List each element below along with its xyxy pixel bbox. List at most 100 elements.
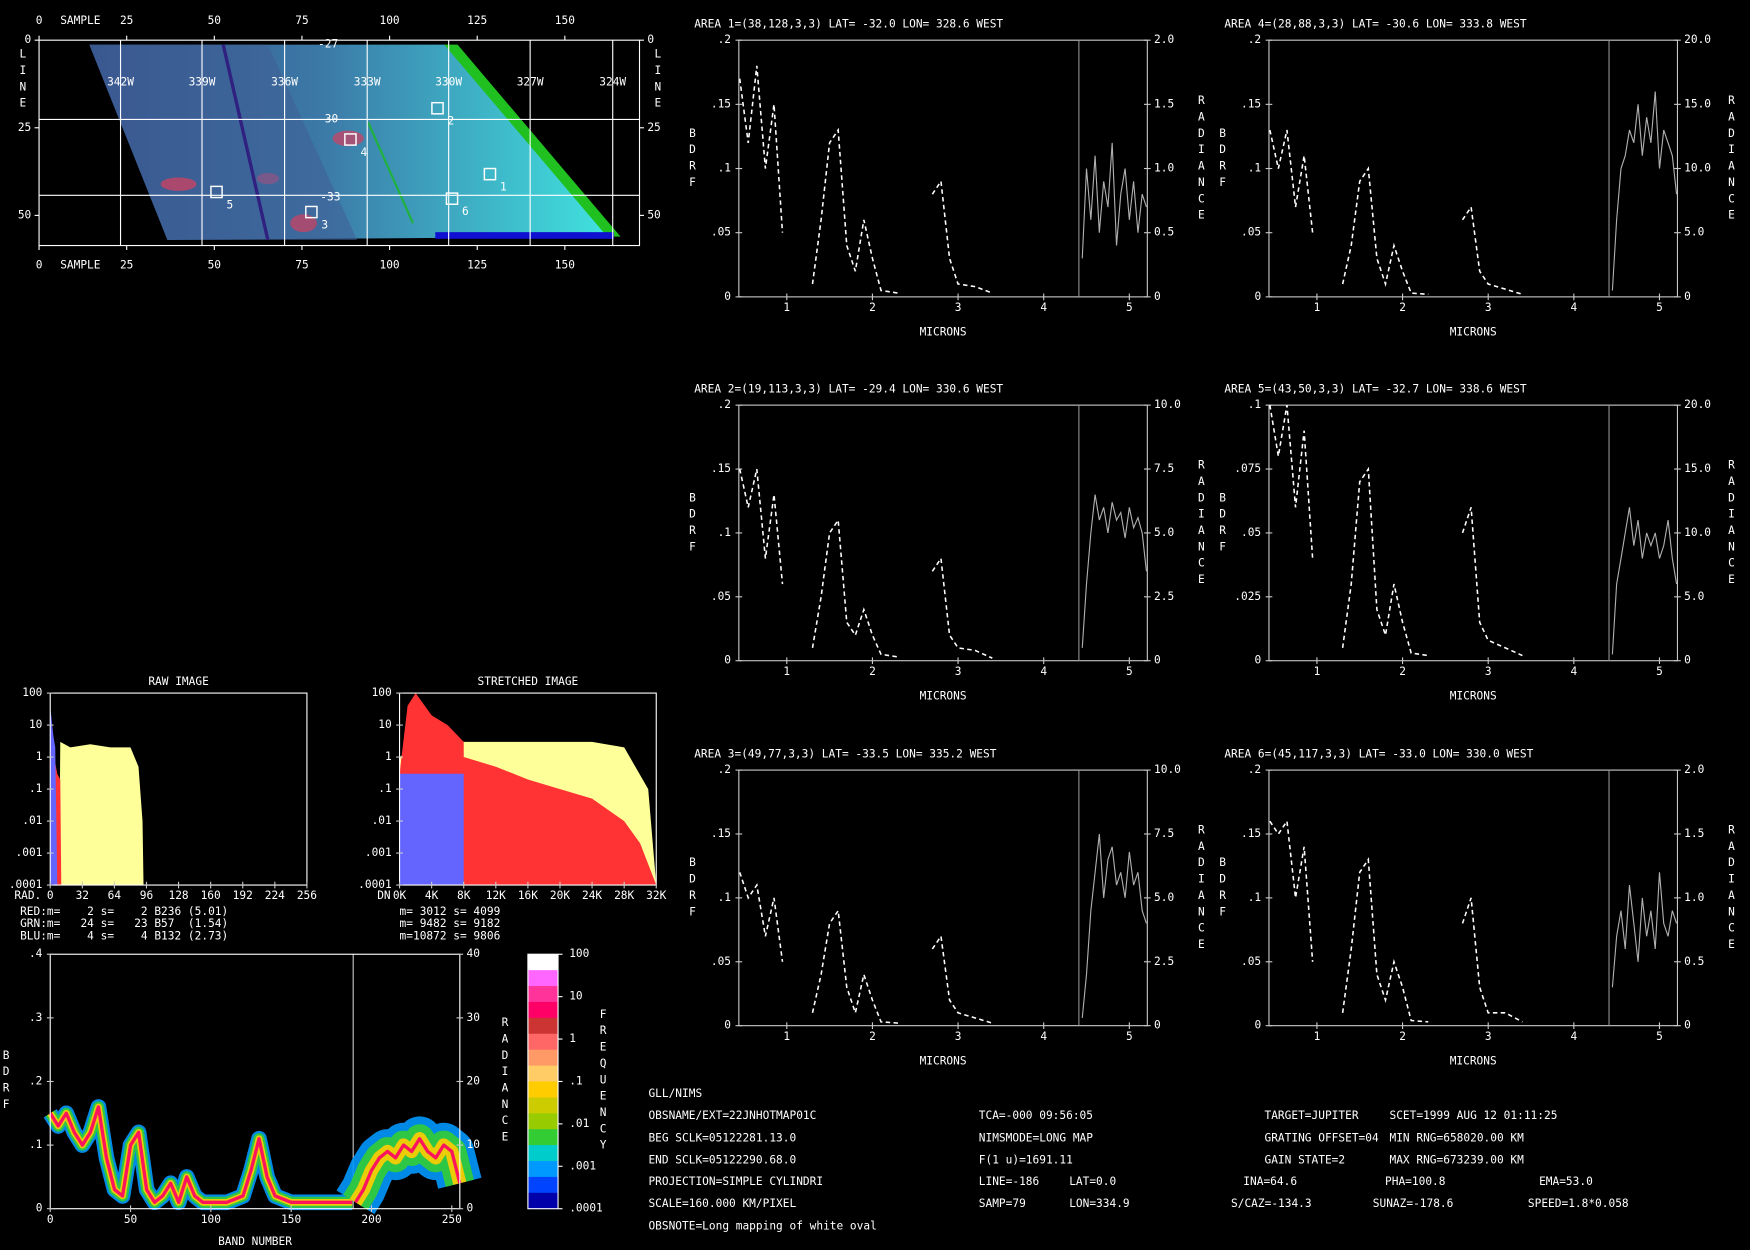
- x-tick-label: 3: [955, 1030, 962, 1043]
- x-tick-label: 2: [869, 665, 876, 678]
- sample-axis-title: SAMPLE: [60, 259, 100, 272]
- y2-axis-title: RADIANCE: [1195, 824, 1208, 955]
- sample-tick-label: 100: [380, 259, 400, 272]
- y2-tick-label: 20.0: [1684, 33, 1711, 46]
- colorbar-swatch: [527, 1017, 559, 1035]
- y-tick-label: 100: [22, 686, 42, 699]
- info-text: TCA=-000 09:56:05: [979, 1109, 1093, 1122]
- info-text: SAMP=79: [979, 1197, 1026, 1210]
- x-tick-label: 192: [233, 889, 253, 902]
- y2-tick-label: 2.0: [1684, 763, 1704, 776]
- x-tick-label: 5: [1126, 301, 1133, 314]
- map-streak: [221, 44, 270, 241]
- y-tick-label: .15: [711, 97, 731, 110]
- area-box: [431, 101, 444, 115]
- y2-axis-title: RADIANCE: [1725, 459, 1738, 590]
- radiance-line: [1611, 872, 1678, 988]
- radiance-line: [1611, 507, 1678, 655]
- lon-label: 327W: [517, 76, 544, 89]
- radiance-line: [1611, 91, 1678, 291]
- channel-stats: m= 2 s= 2 B236 (5.01): [47, 905, 228, 918]
- y-tick-label: .15: [1241, 97, 1261, 110]
- x-tick-label: 4: [1570, 301, 1577, 314]
- colorbar-swatch: [527, 1145, 559, 1162]
- colorbar-swatch: [527, 1001, 559, 1019]
- info-text: OBSNAME/EXT=22JNHOTMAP01C: [648, 1109, 816, 1122]
- x-tick-label: 4: [1040, 665, 1047, 678]
- colorbar-swatch: [527, 1097, 559, 1114]
- line-tick-label: 25: [647, 121, 660, 134]
- line-axis-title: LINE: [651, 48, 664, 113]
- y2-tick-label: 7.5: [1154, 827, 1174, 840]
- line-axis-title: LINE: [16, 48, 29, 113]
- info-text: TARGET=JUPITER: [1265, 1109, 1359, 1122]
- y2-tick-label: 1.5: [1684, 827, 1704, 840]
- y2-axis-title: RADIANCE: [498, 1016, 511, 1147]
- line-tick-label: 50: [18, 208, 31, 221]
- x-tick-label: 0K: [393, 889, 407, 902]
- x-tick-label: 2: [1399, 301, 1406, 314]
- map-feature: [290, 214, 317, 233]
- colorbar-swatch: [527, 954, 559, 971]
- y-tick-label: 1: [385, 750, 392, 763]
- y2-tick-label: 2.0: [1154, 33, 1174, 46]
- y2-tick-label: 30: [467, 1011, 480, 1024]
- y-tick-label: .4: [29, 947, 43, 960]
- info-text: F(1 u)=1691.11: [979, 1154, 1073, 1167]
- colorbar-swatch: [527, 1049, 559, 1067]
- radiance-line: [1081, 833, 1147, 1019]
- y-tick-label: .01: [22, 814, 42, 827]
- y-tick-label: .15: [711, 462, 731, 475]
- x-tick-label: 96: [140, 889, 153, 902]
- info-text: LAT=0.0: [1069, 1175, 1116, 1188]
- info-text: LON=334.9: [1069, 1197, 1129, 1210]
- area-title: AREA 4=(28,88,3,3) LAT= -30.6 LON= 333.8…: [1224, 18, 1527, 31]
- info-text: SCALE=160.000 KM/PIXEL: [648, 1197, 796, 1210]
- y2-axis-title: RADIANCE: [1195, 459, 1208, 590]
- y2-tick-label: 0.5: [1154, 226, 1174, 239]
- y2-tick-label: 10.0: [1684, 526, 1711, 539]
- sample-tick-label: 25: [120, 259, 133, 272]
- colorbar-title: FREQUENCY: [597, 1008, 610, 1155]
- y-tick-label: .1: [378, 782, 391, 795]
- y2-tick-label: 0: [1154, 290, 1161, 303]
- x-tick-label: 100: [201, 1213, 221, 1226]
- colorbar-tick-label: .001: [569, 1159, 596, 1172]
- y2-tick-label: 1.0: [1684, 891, 1704, 904]
- y-axis-title: BDRF: [686, 856, 699, 921]
- plot-frame: [1268, 769, 1679, 1027]
- area-title: AREA 3=(49,77,3,3) LAT= -33.5 LON= 335.2…: [694, 747, 997, 760]
- histogram-area: [399, 773, 657, 886]
- x-tick-label: 224: [265, 889, 285, 902]
- y-axis-title: BDRF: [686, 127, 699, 192]
- y2-tick-label: 10: [467, 1138, 480, 1151]
- y-tick-label: 0: [1254, 1019, 1261, 1032]
- info-text: LINE=-186: [979, 1175, 1039, 1188]
- colorbar-tick-label: 100: [569, 947, 589, 960]
- x-axis-title: MICRONS: [1450, 326, 1497, 339]
- y2-tick-label: 20.0: [1684, 398, 1711, 411]
- y2-tick-label: 2.5: [1154, 955, 1174, 968]
- info-text: GRATING OFFSET=04: [1265, 1131, 1379, 1144]
- y-tick-label: .15: [1241, 827, 1261, 840]
- y-tick-label: .2: [718, 398, 731, 411]
- y-tick-label: .0001: [358, 878, 392, 891]
- area-label: 4: [360, 146, 367, 159]
- colorbar-tick-label: .01: [569, 1117, 589, 1130]
- lat-label: -33: [320, 191, 340, 204]
- x-tick-label: 32K: [646, 889, 666, 902]
- y-tick-label: .0001: [9, 878, 43, 891]
- area-title: AREA 5=(43,50,3,3) LAT= -32.7 LON= 338.6…: [1224, 383, 1527, 396]
- info-text: NIMSMODE=LONG MAP: [979, 1131, 1093, 1144]
- x-tick-label: 28K: [614, 889, 634, 902]
- x-tick-label: 3: [1485, 1030, 1492, 1043]
- area-label: 5: [227, 198, 234, 211]
- x-tick-label: 2: [869, 1030, 876, 1043]
- y-tick-label: .025: [1234, 590, 1261, 603]
- x-tick-label: 5: [1126, 1030, 1133, 1043]
- sample-tick-label: 0: [36, 14, 43, 27]
- lat-label: -30: [318, 112, 338, 125]
- x-tick-label: 2: [1399, 665, 1406, 678]
- y2-tick-label: 20: [467, 1074, 480, 1087]
- x-axis-title: MICRONS: [920, 1054, 967, 1067]
